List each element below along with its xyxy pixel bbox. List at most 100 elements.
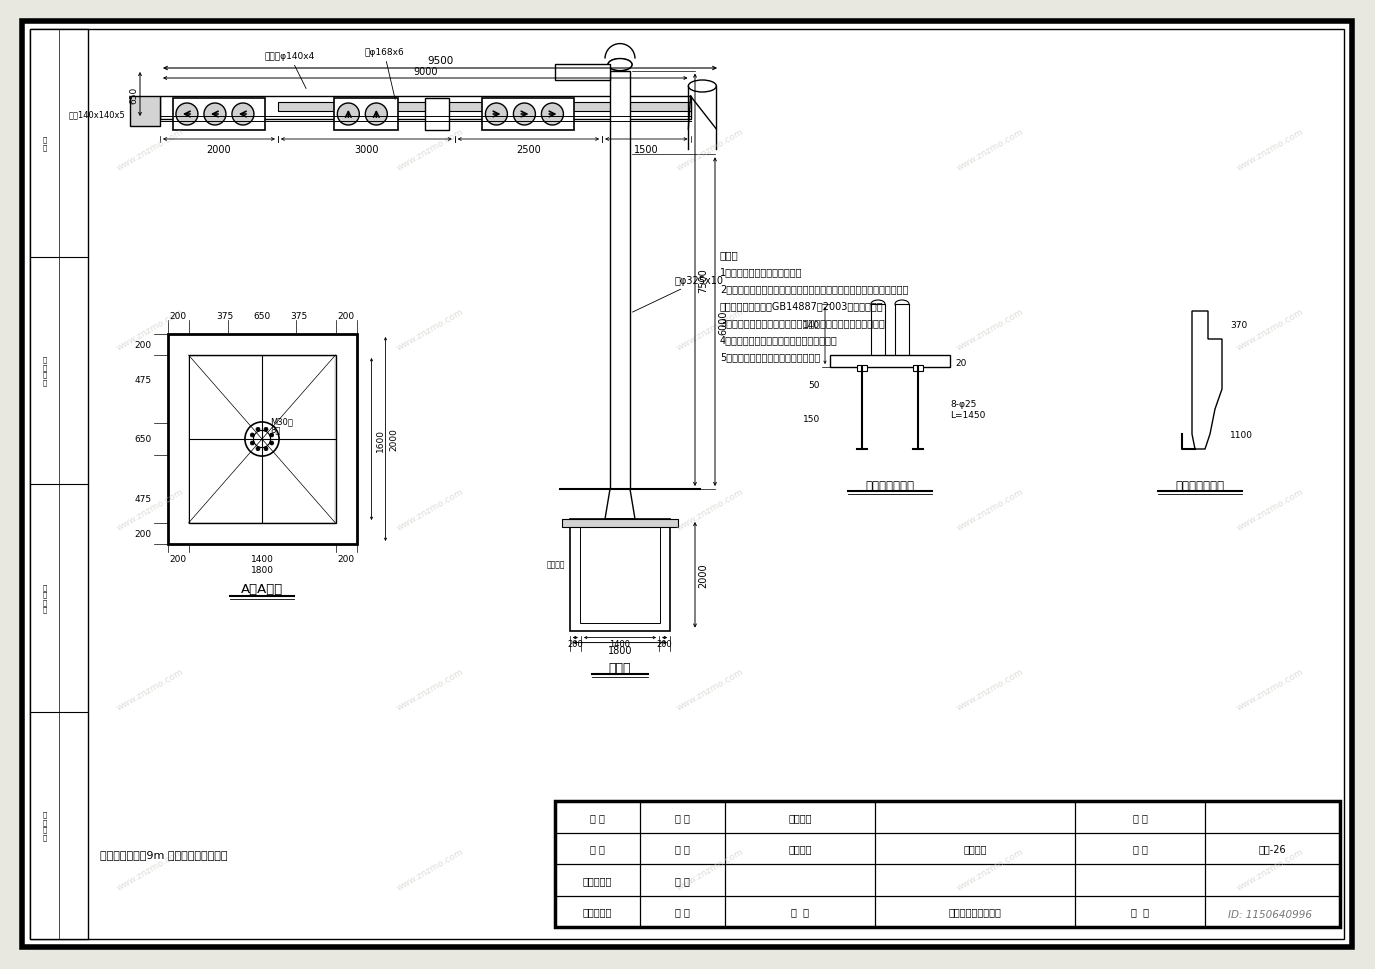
Text: www.znzmo.com: www.znzmo.com: [395, 486, 465, 532]
Circle shape: [245, 422, 279, 456]
Bar: [569, 519, 670, 631]
Bar: [610, 72, 630, 489]
Text: 200: 200: [657, 639, 672, 648]
Text: 650: 650: [135, 435, 151, 444]
Bar: [556, 65, 610, 81]
Text: 审 核: 审 核: [590, 843, 605, 854]
Text: 1500: 1500: [634, 144, 659, 155]
Ellipse shape: [895, 300, 909, 309]
Text: www.znzmo.com: www.znzmo.com: [956, 846, 1024, 891]
Text: 200: 200: [337, 312, 355, 321]
Circle shape: [264, 448, 268, 452]
Text: www.znzmo.com: www.znzmo.com: [116, 486, 186, 532]
Text: 比
例: 比 例: [43, 137, 47, 151]
Text: 20: 20: [956, 359, 967, 368]
Text: 1400: 1400: [250, 554, 274, 563]
Text: www.znzmo.com: www.znzmo.com: [395, 846, 465, 891]
Bar: [857, 365, 868, 372]
Text: 图  名: 图 名: [791, 906, 808, 917]
Text: 说明：: 说明：: [720, 250, 738, 260]
Text: 200: 200: [337, 554, 355, 563]
Text: 1、本图尺寸单位均以毫米计；: 1、本图尺寸单位均以毫米计；: [720, 266, 803, 277]
Bar: [188, 356, 336, 523]
Circle shape: [264, 428, 268, 432]
Text: www.znzmo.com: www.znzmo.com: [116, 667, 186, 712]
Text: ID: 1150640996: ID: 1150640996: [1228, 909, 1312, 919]
Text: 校 核: 校 核: [675, 812, 690, 822]
Text: 3、机动车信号灯杆件表面防腐镀锌后喷塑处理；颜色为黑色；: 3、机动车信号灯杆件表面防腐镀锌后喷塑处理；颜色为黑色；: [720, 318, 884, 328]
Text: 上φ168x6: 上φ168x6: [364, 47, 404, 100]
Ellipse shape: [608, 59, 632, 72]
Text: 370: 370: [1231, 320, 1247, 329]
Text: 200: 200: [135, 529, 151, 539]
Text: 工
程
名
称: 工 程 名 称: [43, 357, 47, 386]
Text: 底座连接大样图: 底座连接大样图: [865, 480, 914, 492]
Circle shape: [366, 104, 388, 126]
Text: 设
计
单
位: 设 计 单 位: [43, 583, 47, 612]
Text: 9500: 9500: [426, 56, 454, 66]
Text: www.znzmo.com: www.znzmo.com: [1235, 486, 1305, 532]
Text: www.znzmo.com: www.znzmo.com: [675, 846, 745, 891]
Text: 475: 475: [135, 494, 151, 503]
Bar: [870, 304, 886, 359]
Circle shape: [204, 104, 226, 126]
Text: 1800: 1800: [250, 566, 274, 575]
Circle shape: [253, 431, 271, 448]
Text: 2、信号杆件都要有良好的接地基础，且信号灯内部与外部的接线要符合: 2、信号杆件都要有良好的接地基础，且信号灯内部与外部的接线要符合: [720, 284, 909, 294]
Text: 4、所有杆件一次成材，不能进行二次焊接。: 4、所有杆件一次成材，不能进行二次焊接。: [720, 334, 837, 345]
Text: www.znzmo.com: www.znzmo.com: [1235, 307, 1305, 353]
Bar: [160, 97, 690, 120]
Text: 7500: 7500: [698, 268, 708, 293]
Text: www.znzmo.com: www.znzmo.com: [675, 127, 745, 172]
Text: www.znzmo.com: www.znzmo.com: [956, 307, 1024, 353]
Text: 《道路交通信号灯》GB14887－2003中相关规定；: 《道路交通信号灯》GB14887－2003中相关规定；: [720, 300, 884, 311]
Text: 设 计: 设 计: [675, 843, 690, 854]
Text: 150: 150: [803, 415, 820, 424]
Text: 方管140x140x5: 方管140x140x5: [69, 110, 125, 119]
Circle shape: [232, 104, 254, 126]
Ellipse shape: [608, 59, 632, 72]
Text: 140: 140: [803, 320, 820, 329]
Ellipse shape: [689, 81, 716, 93]
Bar: [913, 365, 923, 372]
Circle shape: [256, 428, 260, 432]
Circle shape: [270, 442, 274, 446]
Text: 2500: 2500: [516, 144, 540, 155]
Bar: [483, 99, 575, 131]
Text: www.znzmo.com: www.znzmo.com: [116, 127, 186, 172]
Text: 工 号: 工 号: [1133, 812, 1147, 822]
Text: 2000: 2000: [698, 563, 708, 587]
Text: 1100: 1100: [1231, 430, 1253, 439]
Text: www.znzmo.com: www.znzmo.com: [1235, 127, 1305, 172]
Text: 描 图: 描 图: [675, 906, 690, 917]
Text: 8根: 8根: [270, 425, 280, 434]
Circle shape: [250, 433, 254, 438]
Ellipse shape: [895, 357, 909, 362]
Text: 1400: 1400: [609, 639, 631, 648]
Text: 9000: 9000: [412, 67, 437, 77]
Bar: [168, 334, 356, 545]
Text: 200: 200: [568, 639, 583, 648]
Text: 650: 650: [129, 86, 138, 104]
Text: 375: 375: [217, 312, 234, 321]
Polygon shape: [1192, 312, 1222, 450]
Circle shape: [513, 104, 535, 126]
Text: 工程项目: 工程项目: [788, 843, 811, 854]
Circle shape: [256, 448, 260, 452]
Bar: [190, 358, 334, 522]
Bar: [830, 356, 950, 367]
Text: 650: 650: [253, 312, 271, 321]
Text: 5、立柱底座施工时需进行灌封处理。: 5、立柱底座施工时需进行灌封处理。: [720, 352, 821, 361]
Ellipse shape: [870, 357, 886, 362]
Text: 上横臂φ140x4: 上横臂φ140x4: [264, 52, 315, 89]
Bar: [580, 527, 660, 623]
Text: www.znzmo.com: www.znzmo.com: [395, 127, 465, 172]
Text: www.znzmo.com: www.znzmo.com: [675, 667, 745, 712]
Text: www.znzmo.com: www.znzmo.com: [395, 667, 465, 712]
Circle shape: [337, 104, 359, 126]
Text: 2000: 2000: [389, 428, 399, 451]
Text: www.znzmo.com: www.znzmo.com: [116, 846, 186, 891]
Text: 200: 200: [169, 554, 187, 563]
Bar: [562, 519, 678, 527]
Text: 立φ325x10: 立φ325x10: [632, 276, 725, 313]
